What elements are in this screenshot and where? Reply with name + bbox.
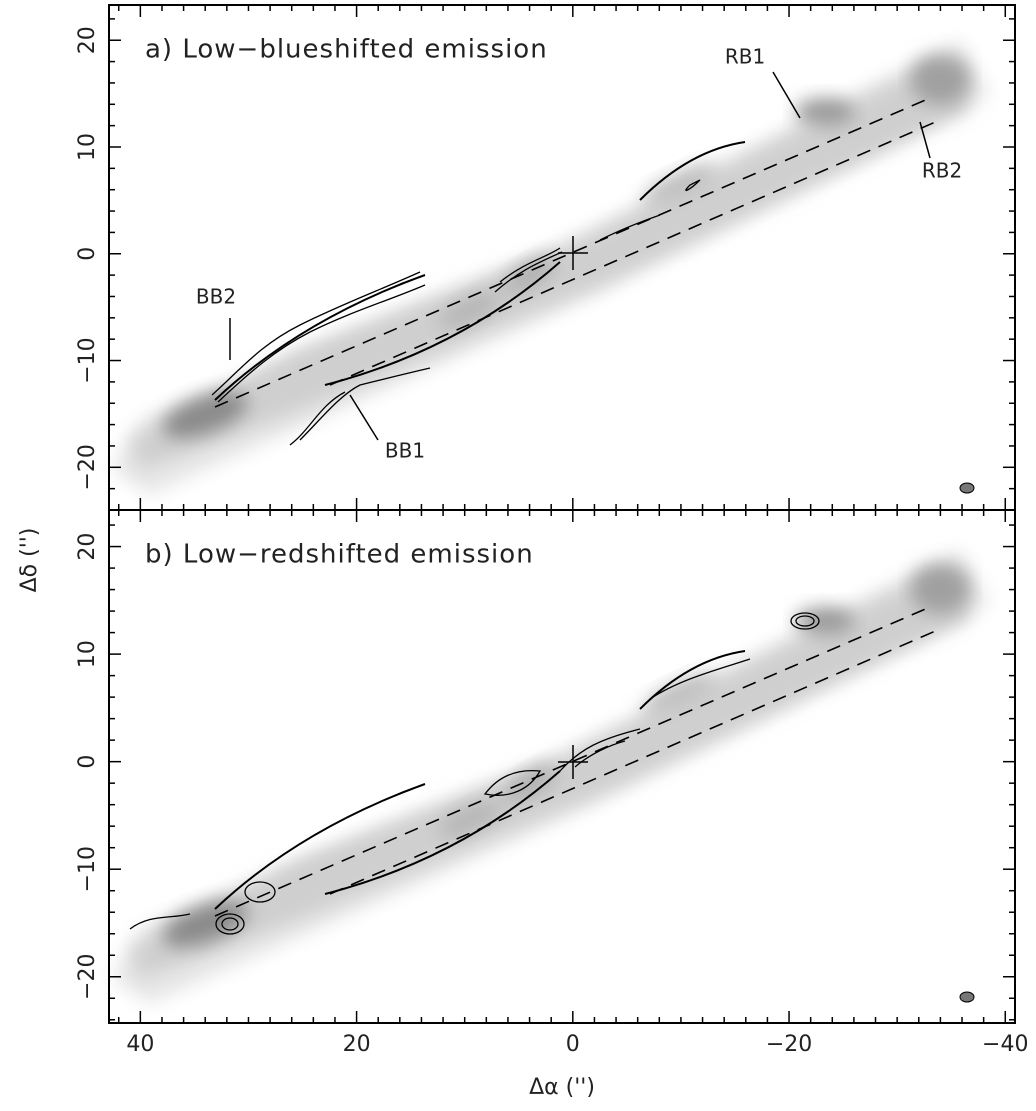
y-tick-label: 10	[75, 133, 100, 161]
y-tick-label: −20	[75, 444, 100, 490]
x-tick-label: −20	[766, 1032, 812, 1057]
y-tick-label: 20	[75, 533, 100, 561]
y-tick-label: −10	[75, 337, 100, 383]
panel-b-image	[112, 549, 990, 1004]
y-tick-label: 10	[75, 640, 100, 668]
annotation: RB2	[922, 159, 962, 183]
annotation: BB1	[385, 439, 425, 463]
x-tick-label: 20	[343, 1032, 371, 1057]
x-tick-label: −40	[982, 1032, 1028, 1057]
annotation: RB1	[725, 45, 765, 69]
x-tick-label: 0	[566, 1032, 580, 1057]
y-tick-label: 20	[75, 26, 100, 54]
y-tick-label: −20	[75, 954, 100, 1000]
y-tick-label: −10	[75, 846, 100, 892]
x-tick-label: 40	[126, 1032, 154, 1057]
y-tick-label: 0	[75, 755, 100, 769]
annotation: BB2	[196, 285, 236, 309]
panel-a-image	[112, 40, 990, 495]
panel-title: a) Low−blueshifted emission	[145, 35, 548, 65]
y-tick-label: 0	[75, 247, 100, 261]
frame	[108, 509, 1016, 1024]
panel-title: b) Low−redshifted emission	[145, 540, 534, 570]
y-axis-label: Δδ ('')	[17, 528, 42, 593]
x-axis-label: Δα ('')	[529, 1075, 595, 1100]
